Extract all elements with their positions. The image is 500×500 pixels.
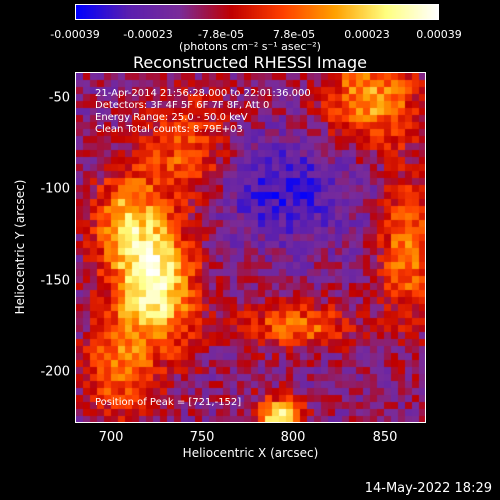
y-tick-label: -100 — [40, 181, 70, 197]
x-axis-label: Heliocentric X (arcsec) — [182, 446, 319, 460]
colorbar-tick: 0.00039 — [416, 28, 462, 41]
chart-title: Reconstructed RHESSI Image — [133, 53, 367, 72]
colorbar — [75, 4, 439, 20]
footer-timestamp: 14-May-2022 18:29 — [364, 481, 492, 496]
colorbar-gradient — [76, 5, 438, 19]
annotation-energy-range: Energy Range: 25.0 - 50.0 keV — [95, 112, 248, 123]
y-axis-label: Heliocentric Y (arcsec) — [13, 179, 27, 315]
x-tick-label: 700 — [98, 430, 124, 445]
annotation-time-range: 21-Apr-2014 21:56:28.000 to 22:01:36.000 — [95, 88, 311, 99]
colorbar-tick: -7.8e-05 — [197, 28, 245, 41]
heatmap-image — [76, 73, 425, 422]
colorbar-tick: 0.00023 — [344, 28, 390, 41]
annotation-total-counts: Clean Total counts: 8.79E+03 — [95, 124, 243, 135]
y-tick-label: -200 — [40, 364, 70, 380]
annotation-detectors: Detectors: 3F 4F 5F 6F 7F 8F, Att 0 — [95, 100, 270, 111]
plot-area — [75, 72, 426, 423]
colorbar-units: (photons cm⁻² s⁻¹ asec⁻²) — [179, 40, 321, 53]
colorbar-tick: -0.00023 — [123, 28, 173, 41]
x-tick-label: 750 — [189, 430, 215, 445]
annotation-peak-position: Position of Peak = [721,-152] — [95, 397, 242, 408]
colorbar-tick: 7.8e-05 — [272, 28, 316, 41]
y-tick-label: -150 — [40, 273, 70, 289]
y-tick-label: -50 — [48, 90, 70, 106]
x-tick-label: 800 — [280, 430, 306, 445]
colorbar-tick: -0.00039 — [50, 28, 100, 41]
x-tick-label: 850 — [372, 430, 398, 445]
